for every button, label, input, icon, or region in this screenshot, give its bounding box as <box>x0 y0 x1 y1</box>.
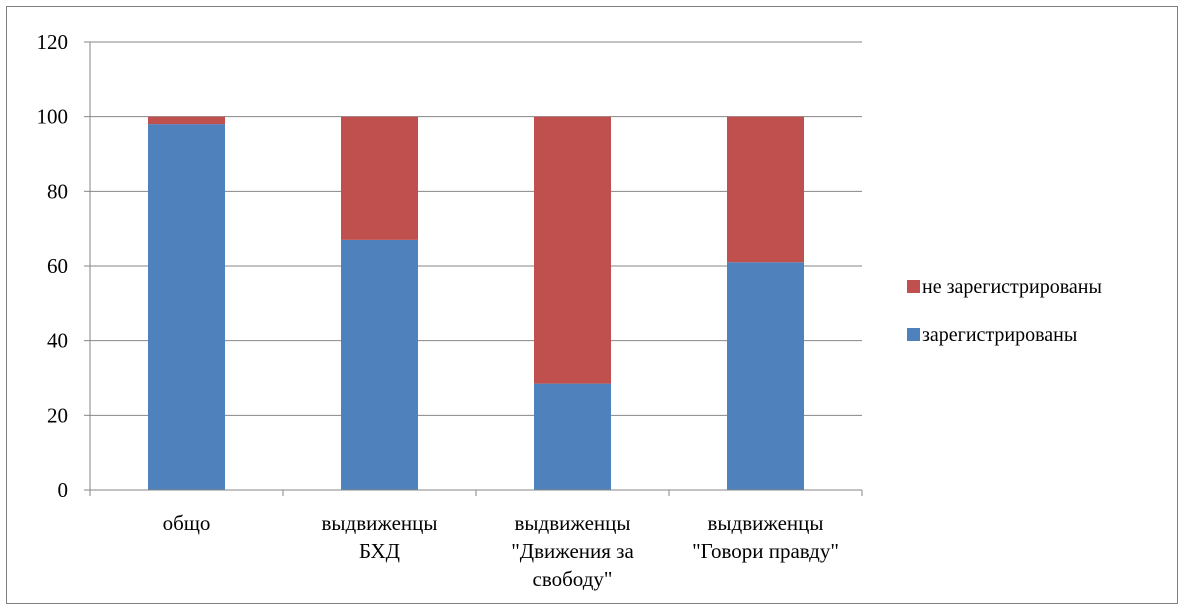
bar-segment <box>727 116 804 263</box>
bar-segment <box>148 124 225 490</box>
x-tick-label: выдвиженцы БХД <box>321 511 437 563</box>
bar-segment <box>534 383 611 490</box>
y-tick-label: 60 <box>47 254 68 278</box>
x-tick-label-line: свободу" <box>533 567 613 591</box>
y-tick-label: 100 <box>37 105 69 129</box>
y-tick-label: 80 <box>47 179 68 203</box>
legend-swatch <box>907 280 920 293</box>
x-tick-label: общо <box>163 511 211 535</box>
y-tick-label: 40 <box>47 329 68 353</box>
x-tick-label-line: общо <box>163 511 211 535</box>
x-tick-label: выдвиженцы "Движения за свободу" <box>511 511 634 591</box>
legend-label: зарегистрированы <box>922 324 1077 346</box>
legend-swatch <box>907 328 920 341</box>
legend: не зарегистрированы зарегистрированы <box>907 276 1102 346</box>
x-tick-label-line: БХД <box>359 539 400 563</box>
x-tick-label-line: выдвиженцы <box>707 511 823 535</box>
y-axis-ticks: 0 20 40 60 80 100 120 <box>37 30 90 502</box>
bar-segment <box>534 116 611 384</box>
y-tick-label: 120 <box>37 30 69 54</box>
x-tick-label-line: выдвиженцы <box>514 511 630 535</box>
legend-label: не зарегистрированы <box>922 276 1102 298</box>
y-tick-label: 0 <box>58 478 69 502</box>
y-tick-label: 20 <box>47 403 68 427</box>
bar-segment <box>341 239 418 490</box>
bar-segment <box>148 116 225 125</box>
bars <box>148 116 804 490</box>
x-tick-label-line: "Движения за <box>511 539 634 563</box>
x-tick-label: выдвиженцы "Говори правду" <box>692 511 839 563</box>
bar-segment <box>727 262 804 490</box>
x-tick-label-line: выдвиженцы <box>321 511 437 535</box>
bar-segment <box>341 116 418 240</box>
x-tick-label-line: "Говори правду" <box>692 539 839 563</box>
x-axis-ticks: общо выдвиженцы БХД выдвиженцы "Движения за с… <box>89 490 863 591</box>
